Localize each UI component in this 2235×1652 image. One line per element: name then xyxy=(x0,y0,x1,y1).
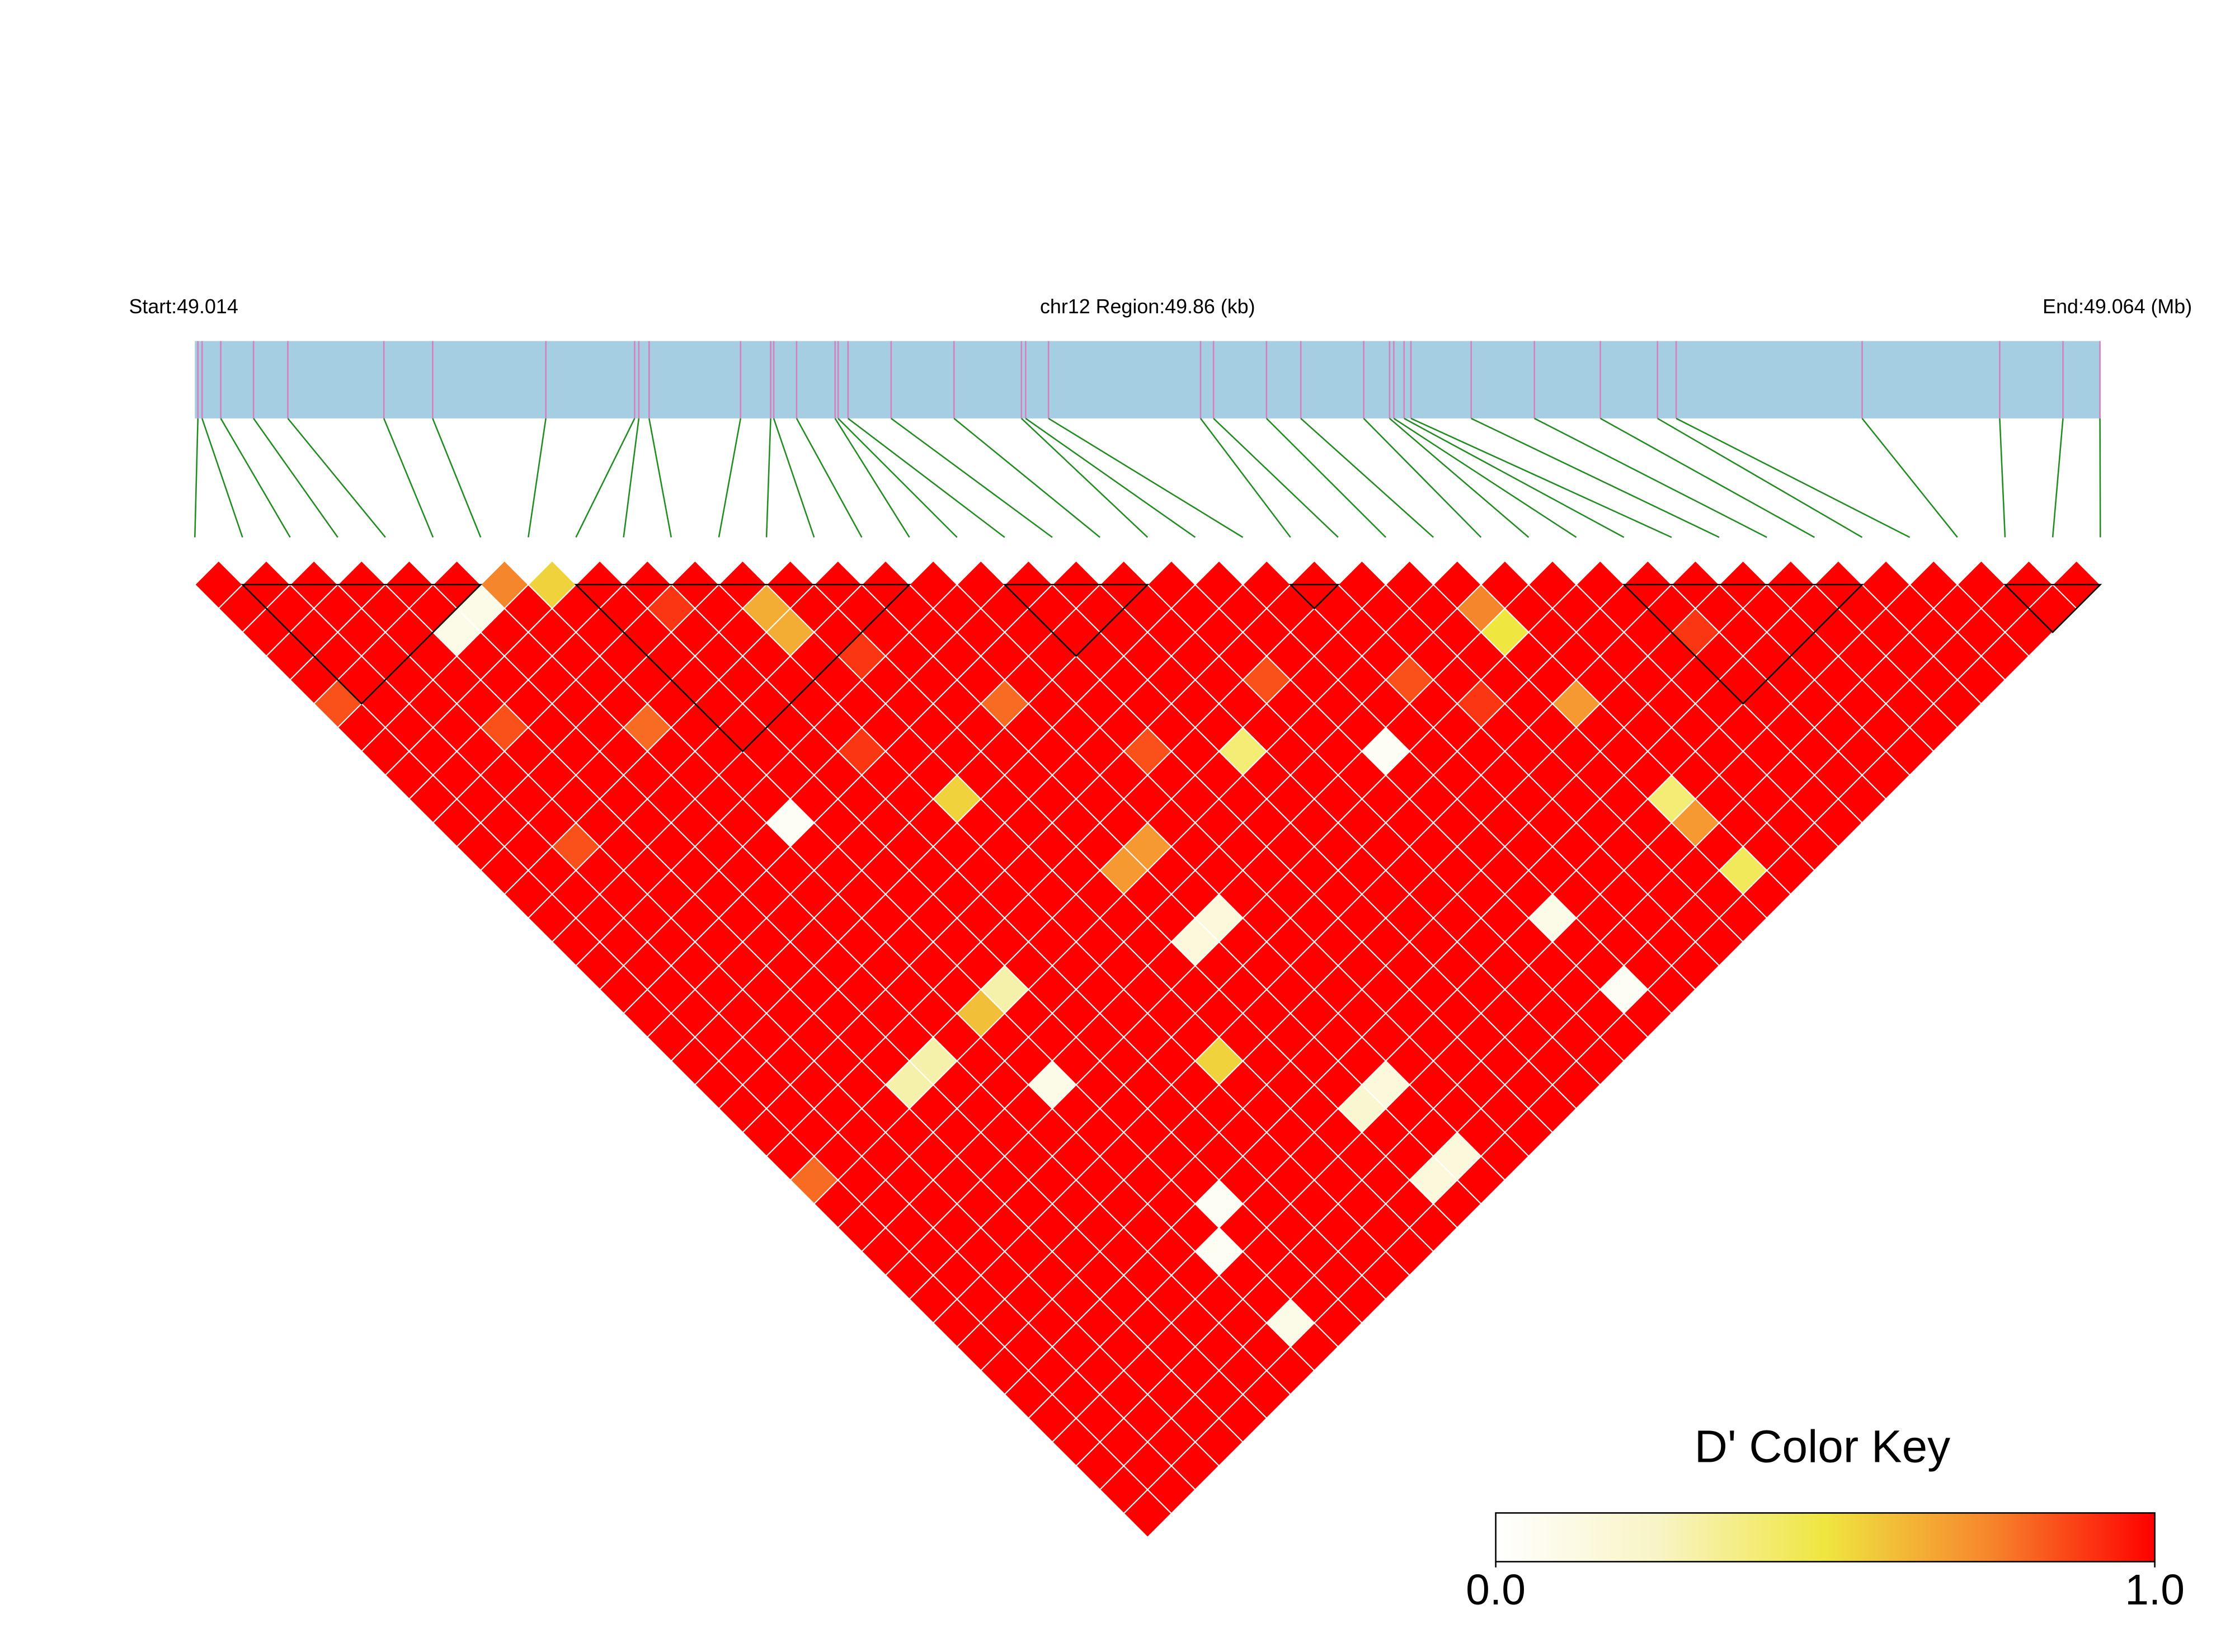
snp-connector xyxy=(848,417,1005,538)
snp-connector xyxy=(1599,417,1815,538)
snp-connector xyxy=(220,418,291,538)
snp-connector xyxy=(834,418,910,538)
region-label: chr12 Region:49.86 (kb) xyxy=(1040,295,1255,318)
snp-connector xyxy=(1199,418,1291,538)
key-tick-label: 1.0 xyxy=(2125,1566,2185,1614)
snp-connector xyxy=(1265,418,1386,538)
ld-block xyxy=(1622,583,1864,705)
end-label: End:49.064 (Mb) xyxy=(2043,295,2192,318)
snp-connector xyxy=(1861,418,1958,538)
snp-connector xyxy=(837,418,958,538)
snp-connector xyxy=(1300,417,1434,538)
key-tick-label: 0.0 xyxy=(1466,1566,1526,1614)
snp-connector xyxy=(528,418,547,538)
snp-connector xyxy=(891,417,1053,538)
snp-connector xyxy=(1404,417,1625,538)
snp-connector xyxy=(953,417,1100,538)
snp-connector xyxy=(287,418,386,538)
start-label: Start:49.014 xyxy=(129,295,238,318)
ld-block xyxy=(241,583,483,705)
snp-connector xyxy=(1025,417,1196,538)
snp-connector xyxy=(765,418,771,538)
snp-connector xyxy=(253,418,338,538)
snp-connector xyxy=(1048,417,1244,538)
snp-connector xyxy=(718,418,742,538)
snp-connector xyxy=(1534,417,1767,538)
snp-connector xyxy=(201,418,243,538)
snp-connector xyxy=(1657,417,1863,538)
ld-block xyxy=(2003,583,2102,633)
snp-connector xyxy=(2099,418,2101,538)
snp-connector xyxy=(432,418,482,538)
snp-connector xyxy=(773,418,815,538)
ld-block xyxy=(574,583,911,752)
snp-connector xyxy=(383,418,434,538)
snp-connector xyxy=(1363,418,1482,538)
key-title: D' Color Key xyxy=(1695,1421,1950,1472)
snp-connector xyxy=(1410,417,1672,538)
ld-block xyxy=(1003,583,1150,657)
snp-connector xyxy=(623,418,640,538)
snp-connector xyxy=(1471,417,1720,538)
snp-connector xyxy=(1393,417,1577,538)
snp-connector xyxy=(2052,418,2064,538)
ld-block xyxy=(1288,583,1340,610)
snp-connector xyxy=(796,418,863,538)
snp-connector xyxy=(1999,418,2006,538)
snp-connector xyxy=(1389,417,1530,538)
snp-connector xyxy=(575,418,636,538)
snp-connector xyxy=(1213,417,1339,538)
snp-connector xyxy=(1676,417,1911,538)
snp-connector xyxy=(194,418,199,538)
color-key xyxy=(1495,1512,2156,1562)
region-bar xyxy=(195,341,2101,418)
snp-connector xyxy=(1020,417,1149,538)
snp-connector xyxy=(648,418,672,538)
